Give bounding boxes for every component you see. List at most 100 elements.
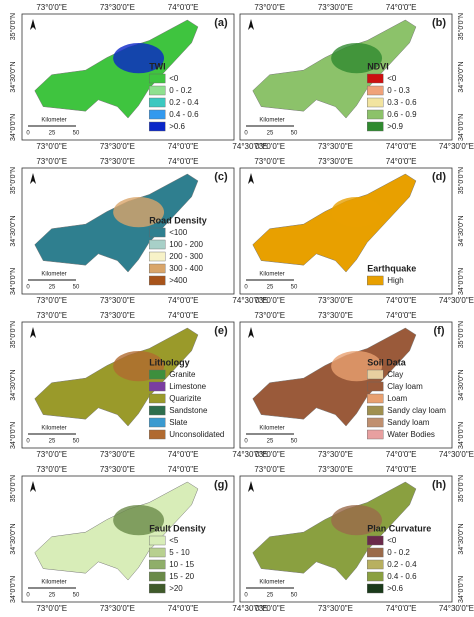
legend-swatch [367,369,384,380]
x-label-bottom: 73°30'0"E [318,142,353,151]
legend-label: Sandy loam [387,418,430,427]
legend-label: 100 - 200 [169,240,203,249]
legend-title: TWI [149,61,166,71]
x-label-top: 74°0'0"E [386,311,417,320]
panel-label-bg [428,478,450,492]
panel-label: (b) [432,17,446,29]
legend-label: 0.2 - 0.4 [387,560,417,569]
legend-swatch [367,583,384,594]
x-label-top: 73°30'0"E [318,3,353,12]
legend-title: Road Density [149,215,207,225]
scale-unit: Kilometer [41,426,66,432]
x-label-bottom: 74°30'0"E [232,604,267,613]
legend-swatch [148,429,166,440]
region-zone [113,42,165,74]
legend-swatch [148,121,166,132]
y-label: 34°0'0"N [457,422,465,449]
x-label-top: 74°0'0"E [168,465,199,474]
y-label: 35°0'0"N [9,167,17,194]
x-label-bottom: 74°30'0"E [439,604,474,613]
scale-tick: 25 [49,439,56,445]
region-zone [331,196,383,228]
legend-swatch [367,405,384,416]
x-label-top: 74°0'0"E [386,157,417,166]
legend-swatch [148,275,166,286]
x-label-top: 74°0'0"E [168,157,199,166]
x-label-bottom: 74°0'0"E [168,296,199,305]
legend-label: >0.6 [169,122,185,131]
legend-swatch [367,535,384,546]
scale-tick: 50 [291,439,298,445]
scale-tick: 0 [26,285,30,291]
x-label-bottom: 73°0'0"E [254,142,285,151]
legend-title: Soil Data [367,357,407,367]
panel-label-bg [210,478,232,492]
legend-label: Sandy clay loam [387,406,446,415]
north-arrow [248,19,254,30]
legend-label: 5 - 10 [169,548,190,557]
x-label-top: 73°0'0"E [254,157,285,166]
scale-tick: 0 [244,285,248,291]
panel-label: (f) [434,325,445,337]
x-label-bottom: 74°0'0"E [386,296,417,305]
legend-swatch [367,393,384,404]
legend-swatch [148,251,166,262]
legend-swatch [148,369,166,380]
legend-swatch [367,73,384,84]
y-label: 34°30'0"N [457,369,465,400]
y-label: 34°0'0"N [457,268,465,295]
x-label-top: 73°0'0"E [36,311,67,320]
x-label-bottom: 73°30'0"E [100,604,135,613]
legend-label: <5 [169,536,179,545]
scale-tick: 0 [244,439,248,445]
x-label-top: 73°30'0"E [100,311,135,320]
legend-label: >0.9 [387,122,403,131]
legend-title: Fault Density [149,523,206,533]
x-label-top: 74°0'0"E [386,3,417,12]
scale-tick: 50 [73,285,80,291]
legend-swatch [148,571,166,582]
legend-title: Plan Curvature [367,523,431,533]
legend-title: Earthquake [367,263,416,273]
x-label-bottom: 73°0'0"E [36,296,67,305]
region-zone [113,504,165,536]
x-label-bottom: 73°30'0"E [318,296,353,305]
legend-label: >400 [169,276,188,285]
scale-tick: 25 [49,131,56,137]
x-label-bottom: 73°0'0"E [36,142,67,151]
legend-label: 300 - 400 [169,264,203,273]
legend-label: High [387,276,403,285]
scale-unit: Kilometer [259,580,284,586]
panel-label-bg [428,324,450,338]
legend-swatch [148,547,166,558]
legend-swatch [148,109,166,120]
x-label-top: 73°30'0"E [318,157,353,166]
x-label-top: 73°30'0"E [318,311,353,320]
x-label-bottom: 73°30'0"E [100,296,135,305]
scale-tick: 0 [26,131,30,137]
legend-title: NDVI [367,61,389,71]
legend-label: 0 - 0.2 [387,548,410,557]
scale-tick: 50 [73,439,80,445]
y-label: 34°30'0"N [457,61,465,92]
legend-label: 0.2 - 0.4 [169,98,199,107]
legend-swatch [367,109,384,120]
y-label: 34°0'0"N [9,422,17,449]
scale-tick: 0 [26,593,30,599]
legend-label: >20 [169,584,183,593]
y-label: 35°0'0"N [457,475,465,502]
legend-swatch [367,559,384,570]
x-label-top: 73°0'0"E [254,465,285,474]
y-label: 34°30'0"N [9,369,17,400]
x-label-bottom: 74°0'0"E [168,450,199,459]
panel-label: (h) [432,479,446,491]
scale-tick: 50 [291,285,298,291]
y-label: 34°0'0"N [9,114,17,141]
y-label: 35°0'0"N [457,321,465,348]
y-label: 34°30'0"N [9,523,17,554]
scale-tick: 0 [26,439,30,445]
y-label: 35°0'0"N [457,167,465,194]
legend-label: 0.4 - 0.6 [169,110,199,119]
x-label-top: 73°30'0"E [100,3,135,12]
scale-tick: 25 [267,285,274,291]
